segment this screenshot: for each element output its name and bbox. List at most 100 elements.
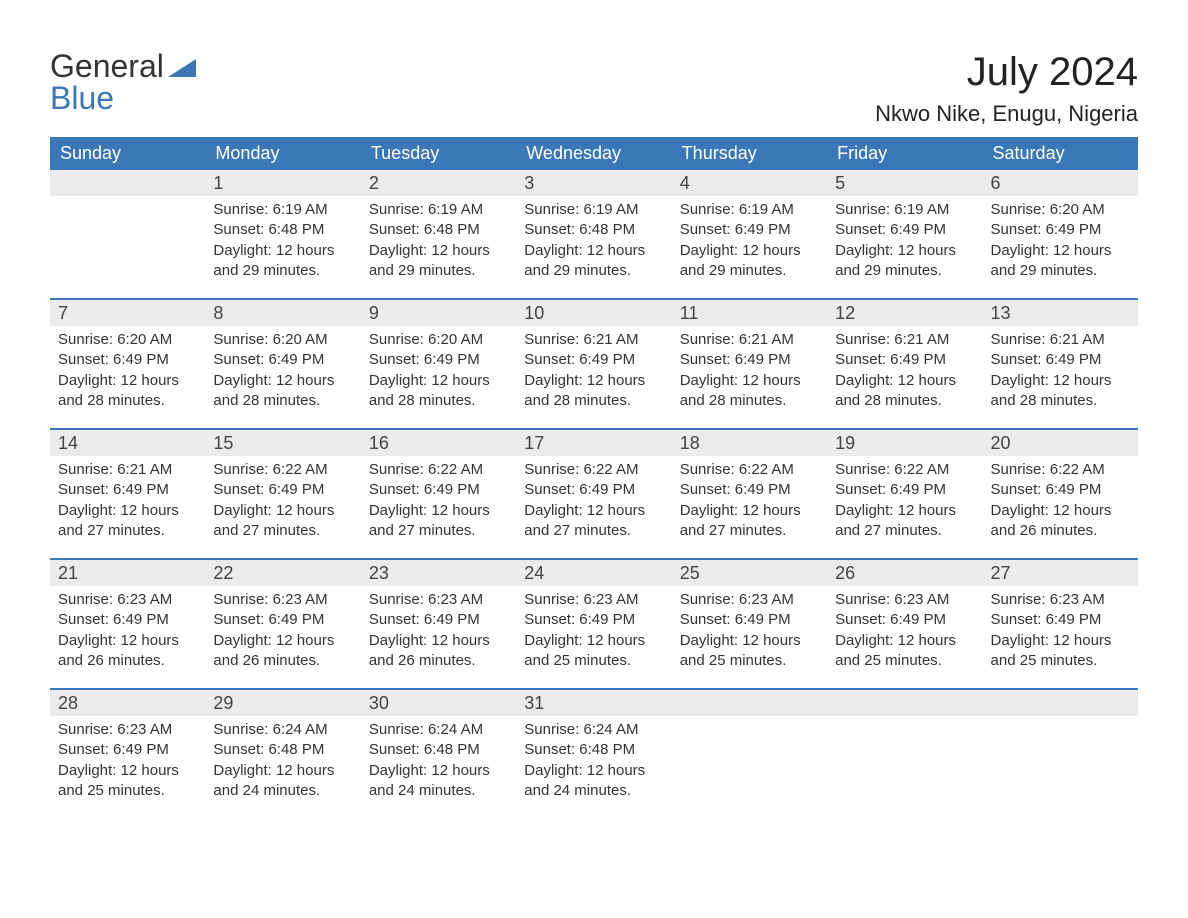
calendar-cell: 18Sunrise: 6:22 AMSunset: 6:49 PMDayligh… (672, 430, 827, 558)
cell-body: Sunrise: 6:19 AMSunset: 6:49 PMDaylight:… (672, 196, 827, 291)
calendar-cell: 6Sunrise: 6:20 AMSunset: 6:49 PMDaylight… (983, 170, 1138, 298)
cell-body: Sunrise: 6:23 AMSunset: 6:49 PMDaylight:… (361, 586, 516, 681)
calendar-cell: 25Sunrise: 6:23 AMSunset: 6:49 PMDayligh… (672, 560, 827, 688)
calendar-cell: 5Sunrise: 6:19 AMSunset: 6:49 PMDaylight… (827, 170, 982, 298)
sunrise-text: Sunrise: 6:21 AM (680, 330, 819, 350)
sunrise-text: Sunrise: 6:23 AM (58, 590, 197, 610)
daylight-text: Daylight: 12 hours and 28 minutes. (369, 371, 508, 412)
calendar-cell: 19Sunrise: 6:22 AMSunset: 6:49 PMDayligh… (827, 430, 982, 558)
cell-body (827, 716, 982, 730)
daylight-text: Daylight: 12 hours and 24 minutes. (524, 761, 663, 802)
sunset-text: Sunset: 6:49 PM (213, 610, 352, 630)
cell-body: Sunrise: 6:22 AMSunset: 6:49 PMDaylight:… (205, 456, 360, 551)
daylight-text: Daylight: 12 hours and 28 minutes. (58, 371, 197, 412)
calendar-cell (827, 690, 982, 818)
sunrise-text: Sunrise: 6:24 AM (369, 720, 508, 740)
cell-body (672, 716, 827, 730)
location: Nkwo Nike, Enugu, Nigeria (875, 101, 1138, 127)
daylight-text: Daylight: 12 hours and 25 minutes. (524, 631, 663, 672)
week-row: 14Sunrise: 6:21 AMSunset: 6:49 PMDayligh… (50, 428, 1138, 558)
daylight-text: Daylight: 12 hours and 29 minutes. (213, 241, 352, 282)
day-number: 11 (672, 300, 827, 326)
sunset-text: Sunset: 6:49 PM (58, 350, 197, 370)
cell-body: Sunrise: 6:22 AMSunset: 6:49 PMDaylight:… (827, 456, 982, 551)
cell-body: Sunrise: 6:23 AMSunset: 6:49 PMDaylight:… (50, 716, 205, 811)
calendar-cell: 13Sunrise: 6:21 AMSunset: 6:49 PMDayligh… (983, 300, 1138, 428)
calendar-cell: 14Sunrise: 6:21 AMSunset: 6:49 PMDayligh… (50, 430, 205, 558)
sunrise-text: Sunrise: 6:23 AM (991, 590, 1130, 610)
sunset-text: Sunset: 6:49 PM (991, 480, 1130, 500)
day-number: 30 (361, 690, 516, 716)
sunrise-text: Sunrise: 6:23 AM (835, 590, 974, 610)
calendar-cell: 28Sunrise: 6:23 AMSunset: 6:49 PMDayligh… (50, 690, 205, 818)
cell-body: Sunrise: 6:23 AMSunset: 6:49 PMDaylight:… (205, 586, 360, 681)
day-number: 12 (827, 300, 982, 326)
cell-body: Sunrise: 6:24 AMSunset: 6:48 PMDaylight:… (516, 716, 671, 811)
dayname-friday: Friday (827, 137, 982, 170)
day-number: 6 (983, 170, 1138, 196)
calendar-cell: 30Sunrise: 6:24 AMSunset: 6:48 PMDayligh… (361, 690, 516, 818)
calendar-cell (50, 170, 205, 298)
sunset-text: Sunset: 6:48 PM (524, 220, 663, 240)
daylight-text: Daylight: 12 hours and 27 minutes. (213, 501, 352, 542)
week-row: 28Sunrise: 6:23 AMSunset: 6:49 PMDayligh… (50, 688, 1138, 818)
sunrise-text: Sunrise: 6:24 AM (213, 720, 352, 740)
daylight-text: Daylight: 12 hours and 25 minutes. (58, 761, 197, 802)
day-number: 9 (361, 300, 516, 326)
sunset-text: Sunset: 6:49 PM (524, 480, 663, 500)
sunrise-text: Sunrise: 6:22 AM (680, 460, 819, 480)
sunset-text: Sunset: 6:49 PM (58, 480, 197, 500)
day-number: 22 (205, 560, 360, 586)
sunset-text: Sunset: 6:49 PM (369, 480, 508, 500)
day-number: 5 (827, 170, 982, 196)
sunset-text: Sunset: 6:49 PM (213, 480, 352, 500)
sunrise-text: Sunrise: 6:19 AM (369, 200, 508, 220)
logo-line1: General (50, 50, 196, 82)
calendar-cell: 10Sunrise: 6:21 AMSunset: 6:49 PMDayligh… (516, 300, 671, 428)
daylight-text: Daylight: 12 hours and 25 minutes. (835, 631, 974, 672)
calendar-cell: 12Sunrise: 6:21 AMSunset: 6:49 PMDayligh… (827, 300, 982, 428)
day-number: 14 (50, 430, 205, 456)
calendar-cell: 22Sunrise: 6:23 AMSunset: 6:49 PMDayligh… (205, 560, 360, 688)
daylight-text: Daylight: 12 hours and 27 minutes. (680, 501, 819, 542)
daylight-text: Daylight: 12 hours and 28 minutes. (524, 371, 663, 412)
day-number (50, 170, 205, 196)
logo-word2: Blue (50, 82, 196, 114)
daylight-text: Daylight: 12 hours and 27 minutes. (835, 501, 974, 542)
sunrise-text: Sunrise: 6:22 AM (369, 460, 508, 480)
day-number: 19 (827, 430, 982, 456)
cell-body: Sunrise: 6:21 AMSunset: 6:49 PMDaylight:… (983, 326, 1138, 421)
cell-body: Sunrise: 6:20 AMSunset: 6:49 PMDaylight:… (983, 196, 1138, 291)
calendar-cell: 3Sunrise: 6:19 AMSunset: 6:48 PMDaylight… (516, 170, 671, 298)
sunset-text: Sunset: 6:49 PM (835, 220, 974, 240)
calendar-cell: 23Sunrise: 6:23 AMSunset: 6:49 PMDayligh… (361, 560, 516, 688)
cell-body: Sunrise: 6:21 AMSunset: 6:49 PMDaylight:… (827, 326, 982, 421)
day-number: 16 (361, 430, 516, 456)
cell-body: Sunrise: 6:23 AMSunset: 6:49 PMDaylight:… (672, 586, 827, 681)
day-number: 3 (516, 170, 671, 196)
day-header-row: Sunday Monday Tuesday Wednesday Thursday… (50, 137, 1138, 170)
day-number: 23 (361, 560, 516, 586)
daylight-text: Daylight: 12 hours and 28 minutes. (835, 371, 974, 412)
daylight-text: Daylight: 12 hours and 27 minutes. (58, 501, 197, 542)
sunrise-text: Sunrise: 6:20 AM (369, 330, 508, 350)
sunset-text: Sunset: 6:49 PM (991, 610, 1130, 630)
cell-body: Sunrise: 6:19 AMSunset: 6:48 PMDaylight:… (516, 196, 671, 291)
sunrise-text: Sunrise: 6:23 AM (524, 590, 663, 610)
logo-triangle-icon (168, 50, 196, 82)
day-number: 10 (516, 300, 671, 326)
day-number (983, 690, 1138, 716)
day-number: 27 (983, 560, 1138, 586)
cell-body: Sunrise: 6:23 AMSunset: 6:49 PMDaylight:… (50, 586, 205, 681)
day-number: 26 (827, 560, 982, 586)
cell-body: Sunrise: 6:20 AMSunset: 6:49 PMDaylight:… (361, 326, 516, 421)
sunrise-text: Sunrise: 6:22 AM (213, 460, 352, 480)
sunset-text: Sunset: 6:49 PM (680, 480, 819, 500)
month-title: July 2024 (875, 50, 1138, 95)
sunset-text: Sunset: 6:49 PM (991, 220, 1130, 240)
cell-body: Sunrise: 6:22 AMSunset: 6:49 PMDaylight:… (516, 456, 671, 551)
daylight-text: Daylight: 12 hours and 28 minutes. (991, 371, 1130, 412)
sunrise-text: Sunrise: 6:19 AM (680, 200, 819, 220)
day-number (672, 690, 827, 716)
sunset-text: Sunset: 6:49 PM (58, 740, 197, 760)
